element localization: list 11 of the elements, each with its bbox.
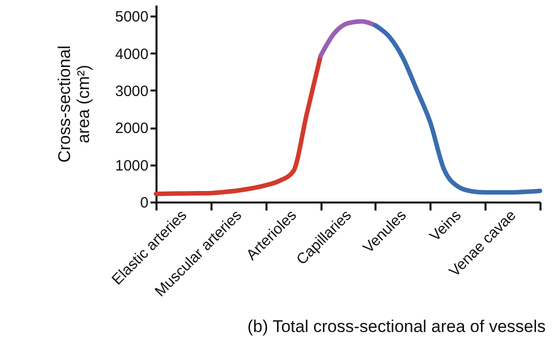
line-series [373,23,542,195]
line-series [154,54,323,196]
y-tick-label: 5000 [115,8,148,26]
y-tick-label: 4000 [115,46,148,63]
text: (b) Total cross-sectional area of vessels [247,317,546,336]
y-tick-label: 1000 [115,157,148,174]
y-tick-label: 2000 [115,120,148,138]
y-tick-label: 0 [140,194,148,212]
line-series [318,19,378,58]
y-axis-title: Cross-sectional area (cm²) [55,45,94,163]
y-tick-label: 3000 [115,82,148,100]
